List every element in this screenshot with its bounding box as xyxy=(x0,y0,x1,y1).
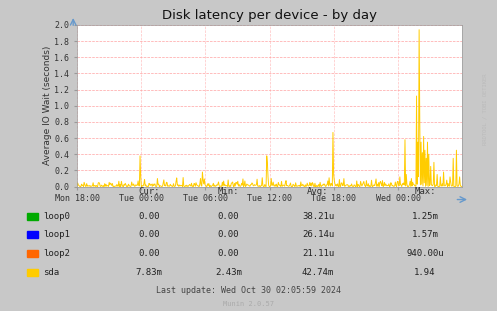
Y-axis label: Average IO Wait (seconds): Average IO Wait (seconds) xyxy=(43,46,52,165)
Text: RRDTOOL / TOBI OETIKER: RRDTOOL / TOBI OETIKER xyxy=(482,73,487,145)
Text: Max:: Max: xyxy=(414,187,436,196)
Text: 0.00: 0.00 xyxy=(138,249,160,258)
Text: 1.57m: 1.57m xyxy=(412,230,438,239)
Text: loop0: loop0 xyxy=(43,212,70,220)
Text: 0.00: 0.00 xyxy=(218,230,240,239)
Text: 0.00: 0.00 xyxy=(138,212,160,220)
Text: 2.43m: 2.43m xyxy=(215,268,242,276)
Text: loop1: loop1 xyxy=(43,230,70,239)
Text: 0.00: 0.00 xyxy=(218,212,240,220)
Text: sda: sda xyxy=(43,268,59,276)
Text: 7.83m: 7.83m xyxy=(136,268,163,276)
Text: Avg:: Avg: xyxy=(307,187,329,196)
Text: 0.00: 0.00 xyxy=(218,249,240,258)
Text: Last update: Wed Oct 30 02:05:59 2024: Last update: Wed Oct 30 02:05:59 2024 xyxy=(156,286,341,295)
Text: Min:: Min: xyxy=(218,187,240,196)
Text: 1.25m: 1.25m xyxy=(412,212,438,220)
Text: 26.14u: 26.14u xyxy=(302,230,334,239)
Text: 42.74m: 42.74m xyxy=(302,268,334,276)
Text: 21.11u: 21.11u xyxy=(302,249,334,258)
Title: Disk latency per device - by day: Disk latency per device - by day xyxy=(162,9,377,22)
Text: Munin 2.0.57: Munin 2.0.57 xyxy=(223,301,274,307)
Text: 38.21u: 38.21u xyxy=(302,212,334,220)
Text: 1.94: 1.94 xyxy=(414,268,436,276)
Text: 940.00u: 940.00u xyxy=(406,249,444,258)
Text: 0.00: 0.00 xyxy=(138,230,160,239)
Text: Cur:: Cur: xyxy=(138,187,160,196)
Text: loop2: loop2 xyxy=(43,249,70,258)
